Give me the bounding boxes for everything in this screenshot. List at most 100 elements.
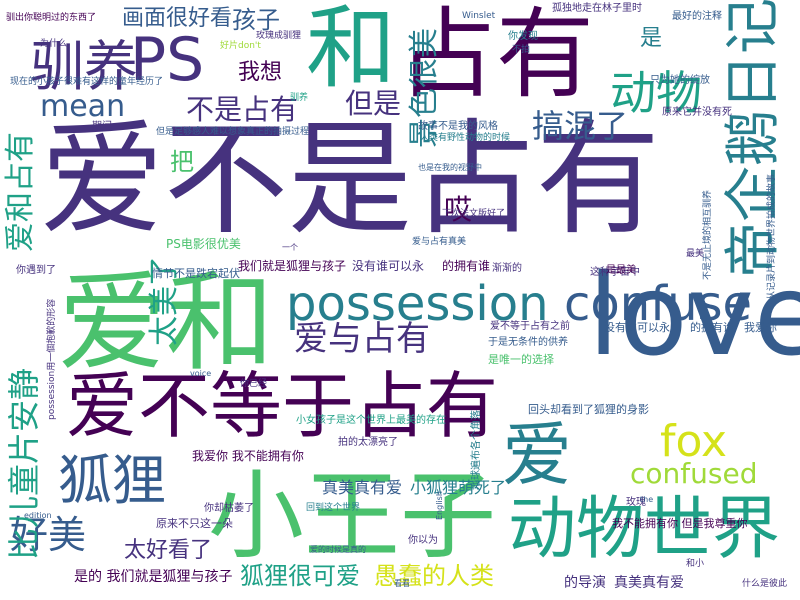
cloud-word: 最好的注释 [672,11,722,22]
cloud-word: 真美真有爱 [614,575,684,591]
cloud-word: 我们就是狐狸与孩子 [238,259,347,273]
cloud-word: 玫瑰成驯狸 [256,31,302,41]
cloud-word: 小狐狸萌死了 [410,478,507,497]
cloud-word: 现在的小孩子很难有这样的童年经历了 [10,77,164,87]
cloud-word: 故事不是我的风格 [418,121,498,132]
cloud-word: 狐狸很可爱 [240,562,360,590]
cloud-word: 和小 [686,559,705,569]
cloud-word: 情节不是跌宕起伏 [152,267,240,280]
cloud-word: 驯养 [290,93,309,103]
cloud-word: 你发现 [508,31,538,42]
cloud-word: 好片don't [220,41,261,51]
cloud-word: 不拍 [512,45,531,55]
cloud-word: 小女孩子是这个世界上最美的存在 [296,415,446,426]
cloud-word: 的拥有谁 [690,321,734,334]
cloud-word: 但是足够感人难以想象真正的拍摄过程 [156,127,310,137]
cloud-word: 动物世界 [508,490,781,569]
cloud-word: 地球遍布各个角落 [471,410,482,490]
cloud-word: 孩子 [232,6,280,34]
cloud-word: 爱和 [58,261,275,386]
cloud-word: 驯养 [30,35,138,98]
cloud-word: 画面很好看 [122,6,233,31]
cloud-word: 比儿童片安静 [5,367,43,560]
cloud-word: 你以为 [408,535,438,546]
cloud-word: 驯出你聪明过的东西了 [6,13,97,23]
cloud-word: 玫瑰 [626,497,646,508]
cloud-word: the [640,495,654,504]
cloud-word: PS [130,25,205,95]
cloud-word: 真美真有爱 [322,478,403,497]
cloud-word: 只为她的绽放 [650,75,710,86]
cloud-word: 爱不等于占有 [66,364,499,448]
cloud-word: love [588,251,800,381]
cloud-word: 爱与占有 [294,319,430,359]
cloud-word: PS电影很优美 [166,237,241,251]
cloud-word: 回到这个世界 [306,503,361,513]
cloud-word: 爱不是占有 [40,108,661,252]
cloud-word: 原来不只这一朵 [156,517,233,530]
cloud-word: 但是 [345,87,402,120]
cloud-word: confuse [564,276,753,332]
cloud-word: 愚蠢的人类 [374,562,494,590]
cloud-word: 从记录片到动物世界拍成的故事 [767,173,777,300]
cloud-word: 一个 [282,243,298,252]
cloud-word: fox [660,416,728,467]
cloud-word: 占有 [398,0,595,112]
cloud-word: 爱与占有真美 [412,237,467,247]
cloud-word: 这种宇宙中 [590,267,640,278]
cloud-word: 和 [306,0,396,101]
cloud-word: 哎 [444,193,473,226]
cloud-word: 最美 [686,249,705,259]
cloud-word: 看看 [394,579,410,588]
cloud-word: 是 [640,26,663,51]
cloud-word: 爱的时候是真的 [310,545,366,554]
cloud-word: English [435,491,444,520]
cloud-word: 于是无条件的供养 [488,337,568,348]
cloud-word: 回头却看到了狐狸的身影 [528,403,649,416]
cloud-word: 我想 [238,60,283,85]
cloud-word: Winslet [462,11,496,21]
cloud-word: 好美 [10,513,87,557]
cloud-word: 你遇到了 [16,265,56,276]
cloud-word: 原来它并没有死 [662,107,732,118]
cloud-word: 你已经 [240,379,268,389]
cloud-word: 人类有野性动物的时候 [420,133,511,143]
cloud-word: edition [24,511,52,520]
cloud-word: 什么是彼此 [742,579,788,589]
cloud-word: 我爱你 [744,321,777,334]
cloud-word: 不是无止境的相互驯养 [703,189,713,280]
cloud-word: 小王子 [208,460,496,572]
cloud-word: 狐狸 [58,449,166,512]
cloud-word: 我爱你 我不能拥有你 [192,449,304,463]
cloud-word: 你却枯萎了 [204,503,254,514]
cloud-word: 太好看了 [124,538,213,563]
cloud-word: 爱 [502,414,572,496]
cloud-word: 不是占有 [186,93,299,126]
cloud-word: 拍的太漂亮了 [338,437,398,448]
cloud-word: 下次法文版好了 [442,209,506,219]
cloud-word: 期间 [92,121,112,132]
cloud-word: 渐渐的 [492,263,522,274]
cloud-word: confused [630,457,758,490]
cloud-word: 的拥有谁 [442,259,491,273]
cloud-word: 是的 我们就是狐狸与孩子 [74,569,233,585]
cloud-word: 为什么 [40,39,68,49]
cloud-word: possession [286,276,549,332]
cloud-word: voice [190,369,212,378]
cloud-word: 也是在我的视野中 [418,163,482,172]
cloud-word: 的导演 [564,575,606,591]
cloud-word: possession用一個抱歉的形容 [47,298,57,420]
cloud-word: 把 [170,148,194,176]
cloud-word: 没有谁可以永 [352,259,425,273]
cloud-word: 是唯一的选择 [488,353,554,366]
cloud-word: 爱不等于占有之前 [490,321,570,332]
cloud-word: 是最美 [606,265,636,276]
cloud-word: mean [40,89,126,124]
cloud-word: 没有谁可以永 [604,321,670,334]
cloud-word: 动物 [610,66,702,120]
cloud-word: 我不能拥有你 但是我尊重你 [612,517,748,530]
cloud-word: 搞混了 [532,107,629,145]
cloud-word: 孤独地走在林子里时 [552,3,642,14]
cloud-word: 爱和占有 [3,132,38,252]
